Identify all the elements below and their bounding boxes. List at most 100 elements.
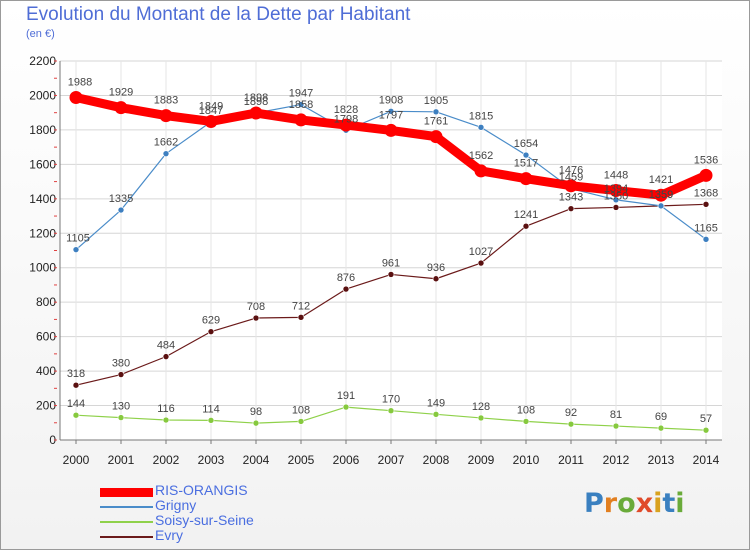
chart-subtitle: (en €)	[26, 28, 55, 40]
y-tick-label: 800	[36, 295, 56, 309]
data-point	[72, 411, 80, 419]
y-tick-label: 1000	[29, 261, 56, 275]
legend-swatch	[100, 521, 153, 523]
data-label: 149	[427, 397, 445, 409]
data-point	[609, 184, 623, 198]
y-tick-label: 1200	[29, 226, 56, 240]
data-label: 484	[157, 340, 175, 352]
data-label: 1421	[649, 174, 673, 186]
proxiti-logo: Proxiti	[584, 488, 685, 519]
data-point	[387, 271, 395, 278]
data-point	[477, 414, 485, 422]
data-label: 1654	[514, 138, 538, 150]
data-point	[657, 424, 665, 432]
data-label: 108	[517, 404, 535, 416]
data-label: 1027	[469, 246, 493, 258]
data-label: 1908	[379, 94, 403, 106]
data-label: 318	[67, 368, 85, 380]
x-tick-label: 2012	[603, 453, 630, 467]
data-point	[297, 101, 305, 108]
data-point	[702, 426, 710, 434]
data-label: 128	[472, 401, 490, 413]
data-label: 1517	[514, 158, 538, 170]
data-label: 1858	[289, 99, 313, 111]
y-tick-label: 600	[36, 330, 56, 344]
data-label: 116	[157, 403, 175, 415]
y-tick-label: 1800	[29, 123, 56, 137]
data-point	[567, 420, 575, 428]
data-point	[702, 201, 710, 208]
data-label: 1898	[244, 92, 268, 104]
data-point	[249, 106, 263, 120]
data-label: 380	[112, 358, 130, 370]
data-point	[297, 418, 305, 425]
data-point	[519, 172, 533, 186]
y-tick-label: 0	[49, 433, 56, 447]
data-label: 1536	[694, 154, 718, 166]
data-point	[384, 123, 398, 137]
data-point	[294, 113, 308, 127]
data-point	[117, 371, 125, 378]
data-point	[162, 416, 170, 424]
data-point	[204, 114, 218, 128]
data-label: 1359	[649, 189, 673, 201]
data-point	[699, 168, 713, 182]
data-point	[117, 206, 125, 214]
x-tick-label: 2004	[243, 453, 270, 467]
logo-letter: P	[584, 488, 604, 519]
data-label: 1459	[559, 172, 583, 184]
logo-letter: r	[603, 488, 618, 519]
x-tick-label: 2007	[378, 453, 405, 467]
legend-swatch	[100, 487, 153, 497]
data-point	[342, 403, 350, 411]
data-point	[567, 205, 575, 212]
legend-swatch	[100, 536, 153, 538]
data-label: 1988	[68, 77, 92, 89]
y-tick-label: 2200	[29, 54, 56, 68]
data-label: 876	[337, 272, 355, 284]
data-label: 961	[382, 257, 400, 269]
data-point	[159, 109, 173, 123]
x-tick-label: 2013	[648, 453, 675, 467]
data-label: 1165	[694, 222, 718, 234]
data-label: 1815	[469, 110, 493, 122]
data-point	[657, 202, 665, 210]
data-label: 1350	[604, 190, 628, 202]
data-label: 69	[655, 411, 667, 423]
data-point	[72, 246, 80, 253]
logo-letter: i	[653, 488, 663, 519]
data-point	[162, 353, 170, 360]
data-point	[432, 108, 440, 116]
data-point	[252, 419, 260, 427]
data-point	[654, 188, 668, 202]
data-label: 114	[202, 403, 220, 415]
data-label: 1849	[199, 100, 223, 112]
data-label: 170	[382, 394, 400, 406]
y-tick-label: 1600	[29, 157, 56, 171]
data-point	[339, 118, 353, 132]
logo-letter: t	[662, 488, 676, 519]
logo-letter: o	[617, 488, 636, 519]
x-tick-label: 2014	[693, 453, 720, 467]
data-point	[114, 101, 128, 115]
data-label: 629	[202, 315, 220, 327]
data-label: 936	[427, 262, 445, 274]
y-tick-label: 2000	[29, 88, 56, 102]
legend-swatch	[100, 506, 153, 508]
x-tick-label: 2009	[468, 453, 495, 467]
data-label: 1335	[109, 193, 133, 205]
data-label: 1448	[604, 170, 628, 182]
y-tick-label: 400	[36, 364, 56, 378]
data-point	[432, 275, 440, 283]
data-point	[297, 314, 305, 321]
data-point	[342, 285, 350, 293]
legend-label: Evry	[155, 527, 183, 543]
x-tick-label: 2008	[423, 453, 450, 467]
data-point	[117, 414, 125, 421]
data-point	[72, 381, 80, 389]
legend-label: Grigny	[155, 497, 197, 513]
data-label: 1343	[559, 192, 583, 204]
data-point	[477, 124, 485, 131]
data-label: 1761	[424, 116, 448, 128]
